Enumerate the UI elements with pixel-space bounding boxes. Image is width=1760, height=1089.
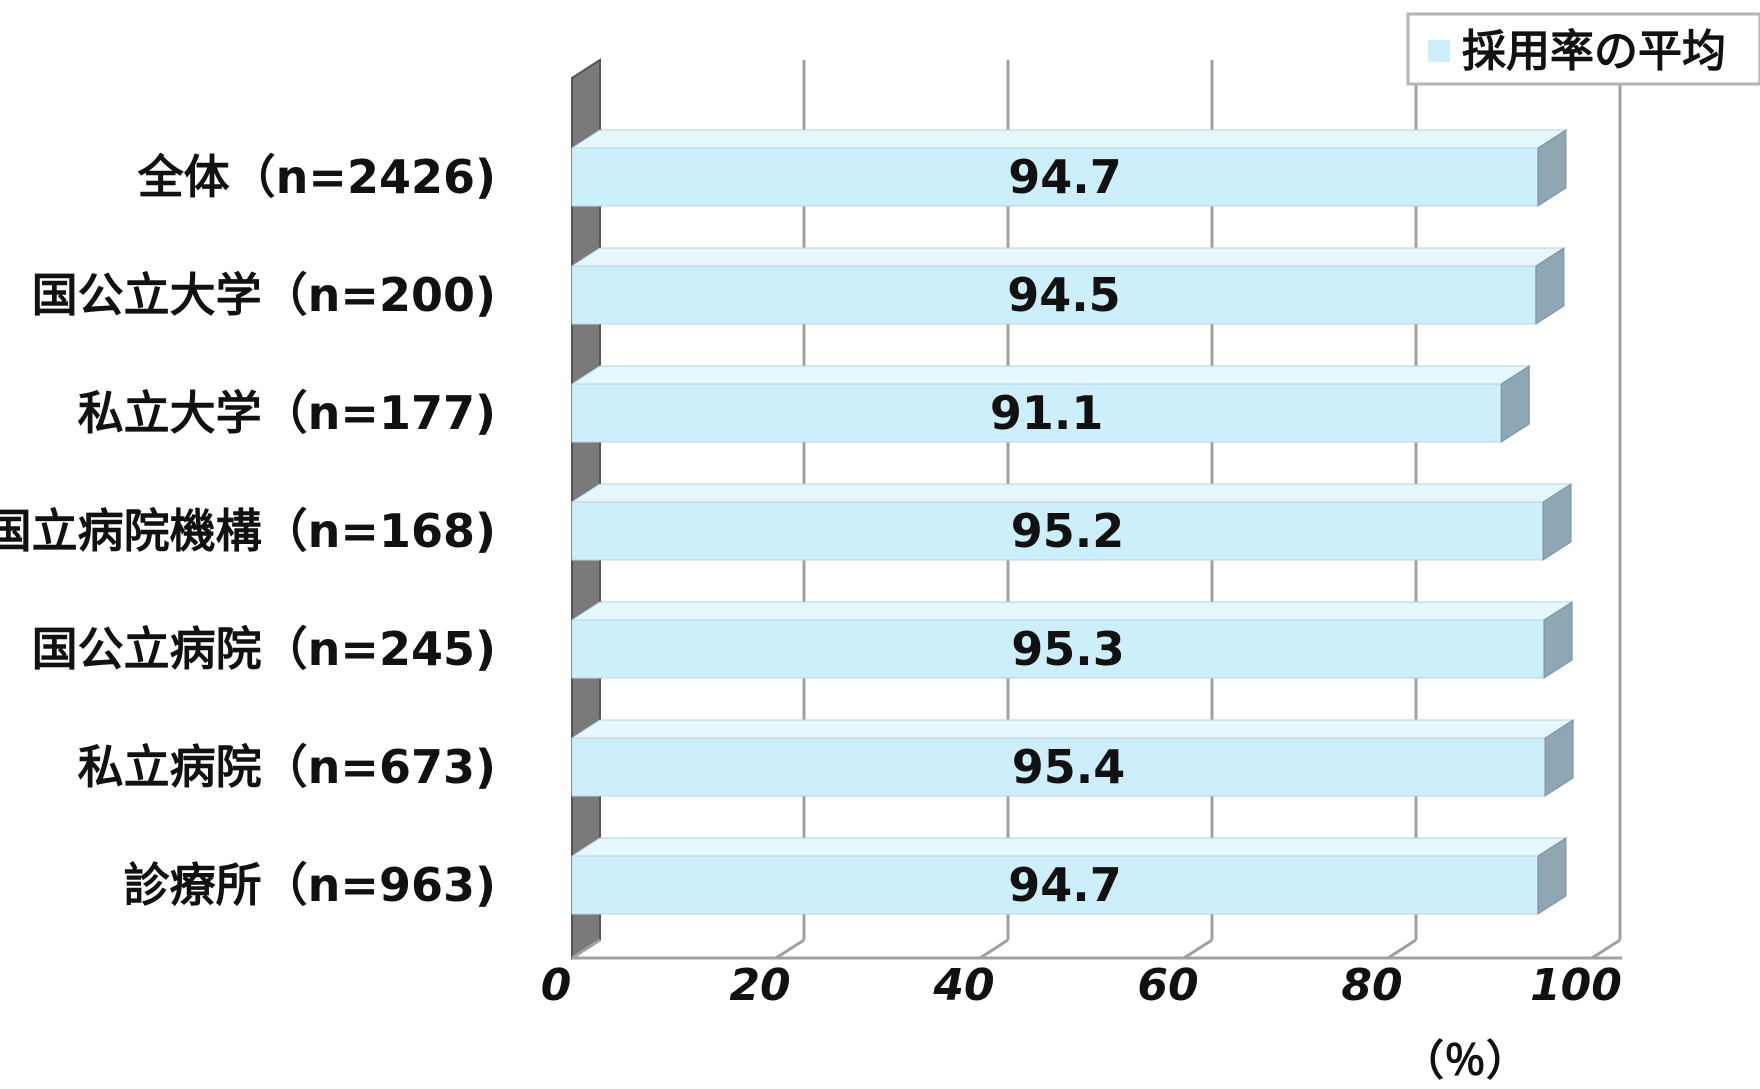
floor-tick	[1591, 938, 1621, 960]
bar-end-face	[1537, 129, 1567, 207]
x-unit-label: （％）	[1402, 1036, 1528, 1085]
x-tick-label: 40	[932, 960, 994, 1011]
bar	[570, 247, 1566, 325]
bar-end-face	[1500, 365, 1530, 443]
x-tick-labels: 0 20 40 60 80 100	[541, 960, 1622, 1011]
category-label: 国立病院機構（n=168)	[0, 504, 496, 558]
bar	[570, 129, 1568, 207]
bar-top-face	[570, 601, 1574, 621]
bar-top-face	[570, 129, 1568, 149]
bar-top-face	[570, 247, 1566, 267]
category-label: 診療所（n=963)	[124, 858, 496, 912]
bar	[570, 837, 1568, 915]
value-labels: 94.7 94.5 91.1 95.2 95.3 95.4 94.7	[990, 150, 1125, 912]
value-label: 91.1	[990, 386, 1104, 440]
x-tick-label: 0	[541, 960, 572, 1011]
legend-label: 採用率の平均	[1462, 26, 1726, 77]
bar-top-face	[570, 365, 1531, 385]
bar-top-face	[570, 837, 1568, 857]
category-labels: 全体（n=2426) 国公立大学（n=200) 私立大学（n=177) 国立病院機構（…	[0, 150, 496, 912]
value-label: 94.5	[1007, 268, 1121, 322]
floor-tick	[1183, 938, 1213, 960]
value-label: 95.2	[1011, 504, 1125, 558]
bar-end-face	[1544, 719, 1574, 797]
category-label: 私立大学（n=177)	[78, 386, 496, 440]
bar-end-face	[1542, 483, 1572, 561]
x-tick-label: 60	[1137, 960, 1198, 1011]
legend: 採用率の平均	[1406, 12, 1760, 86]
bar-end-face	[1535, 247, 1565, 325]
floor-tick	[571, 938, 601, 960]
floor-tick	[1387, 938, 1417, 960]
bar-front-face	[571, 737, 1546, 797]
bar-end-face	[1543, 601, 1573, 679]
value-label: 94.7	[1008, 858, 1122, 912]
bar-front-face	[571, 855, 1539, 915]
value-label: 94.7	[1008, 150, 1122, 204]
bar-front-face	[571, 147, 1539, 207]
category-label: 全体（n=2426)	[137, 150, 496, 204]
value-label: 95.4	[1012, 740, 1126, 794]
bar-end-face	[1537, 837, 1567, 915]
bar-front-face	[571, 619, 1545, 679]
bar	[570, 365, 1531, 443]
legend-swatch	[1428, 40, 1450, 62]
bars	[570, 129, 1575, 915]
bar-top-face	[570, 719, 1575, 739]
category-label: 国公立大学（n=200)	[32, 268, 496, 322]
bar-front-face	[571, 383, 1502, 443]
category-label: 国公立病院（n=245)	[32, 622, 496, 676]
x-tick-label: 80	[1341, 960, 1402, 1011]
legend-box	[1406, 12, 1760, 86]
bar	[570, 719, 1575, 797]
x-tick-label: 20	[729, 960, 790, 1011]
value-label: 95.3	[1011, 622, 1125, 676]
bar-top-face	[570, 483, 1573, 503]
bar	[570, 601, 1574, 679]
bar	[570, 483, 1573, 561]
x-tick-label: 100	[1530, 960, 1622, 1011]
category-label: 私立病院（n=673)	[78, 740, 496, 794]
bar-front-face	[571, 501, 1544, 561]
floor-tick	[979, 938, 1009, 960]
floor-tick	[775, 938, 805, 960]
